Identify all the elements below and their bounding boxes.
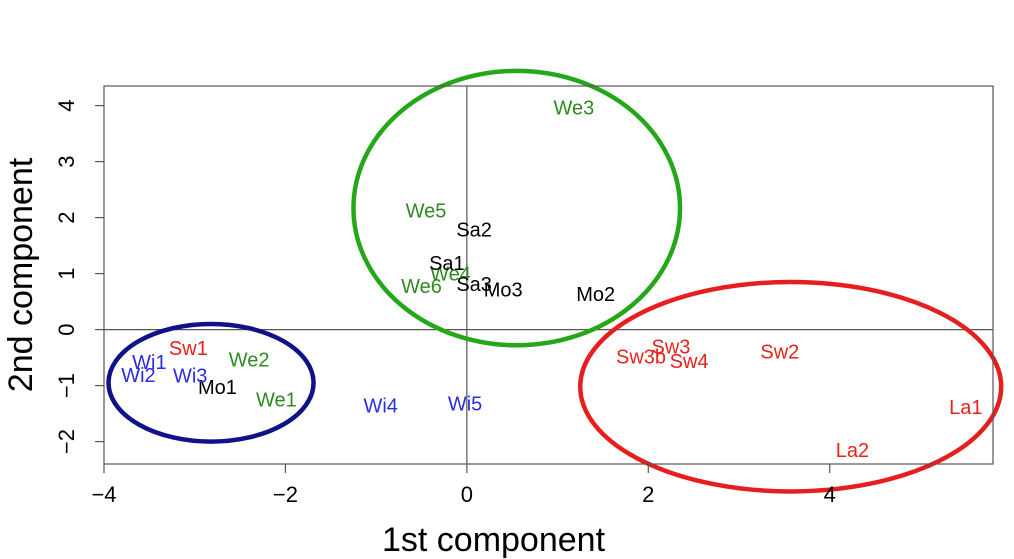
axes: −4 −2 0 2 4 −2 −1 0 1 2 3 4 bbox=[54, 99, 836, 507]
cluster-highlight-ellipse bbox=[351, 68, 683, 348]
point-label: Sa3 bbox=[456, 274, 492, 296]
point-label: We6 bbox=[401, 276, 442, 298]
y-tick-label: −1 bbox=[54, 373, 79, 398]
point-label: Sw2 bbox=[760, 342, 799, 364]
point-label: Wi2 bbox=[121, 365, 155, 387]
point-label: Sa1 bbox=[429, 253, 465, 275]
point-label: Wi1 bbox=[132, 352, 166, 374]
point-label: Sw3b bbox=[616, 347, 666, 369]
x-tick-label: −4 bbox=[91, 482, 116, 507]
y-tick-label: 4 bbox=[54, 99, 79, 111]
x-tick-label: 4 bbox=[824, 482, 836, 507]
x-tick-label: 0 bbox=[461, 482, 473, 507]
point-label: Sa2 bbox=[456, 219, 492, 241]
cluster-highlight-ellipse bbox=[106, 321, 316, 444]
x-axis-title: 1st component bbox=[382, 521, 606, 559]
point-label: Wi3 bbox=[173, 366, 207, 388]
point-label: Wi4 bbox=[363, 395, 397, 417]
x-tick-label: −2 bbox=[273, 482, 298, 507]
x-tick-label: 2 bbox=[642, 482, 654, 507]
y-tick-label: 0 bbox=[54, 323, 79, 335]
point-label: We5 bbox=[406, 200, 447, 222]
y-tick-label: 1 bbox=[54, 267, 79, 279]
plot-frame bbox=[103, 85, 994, 465]
point-label: We2 bbox=[229, 349, 270, 371]
point-label: Wi5 bbox=[448, 394, 482, 416]
point-label: Sw4 bbox=[670, 351, 709, 373]
point-label: Mo1 bbox=[198, 377, 237, 399]
cluster-highlight-ellipse bbox=[578, 279, 1004, 494]
point-label: Sw1 bbox=[169, 338, 208, 360]
point-label: Sw3 bbox=[652, 337, 691, 359]
y-tick-label: 2 bbox=[54, 211, 79, 223]
point-label: We4 bbox=[430, 264, 471, 286]
y-axis-title: 2nd component bbox=[2, 157, 40, 392]
point-label: La2 bbox=[836, 440, 869, 462]
point-label: We1 bbox=[256, 390, 297, 412]
point-label: Mo2 bbox=[576, 284, 615, 306]
y-tick-label: 3 bbox=[54, 155, 79, 167]
y-tick-label: −2 bbox=[54, 429, 79, 454]
point-label: La1 bbox=[949, 397, 982, 419]
point-label: We3 bbox=[554, 97, 595, 119]
point-label: Mo3 bbox=[484, 279, 523, 301]
